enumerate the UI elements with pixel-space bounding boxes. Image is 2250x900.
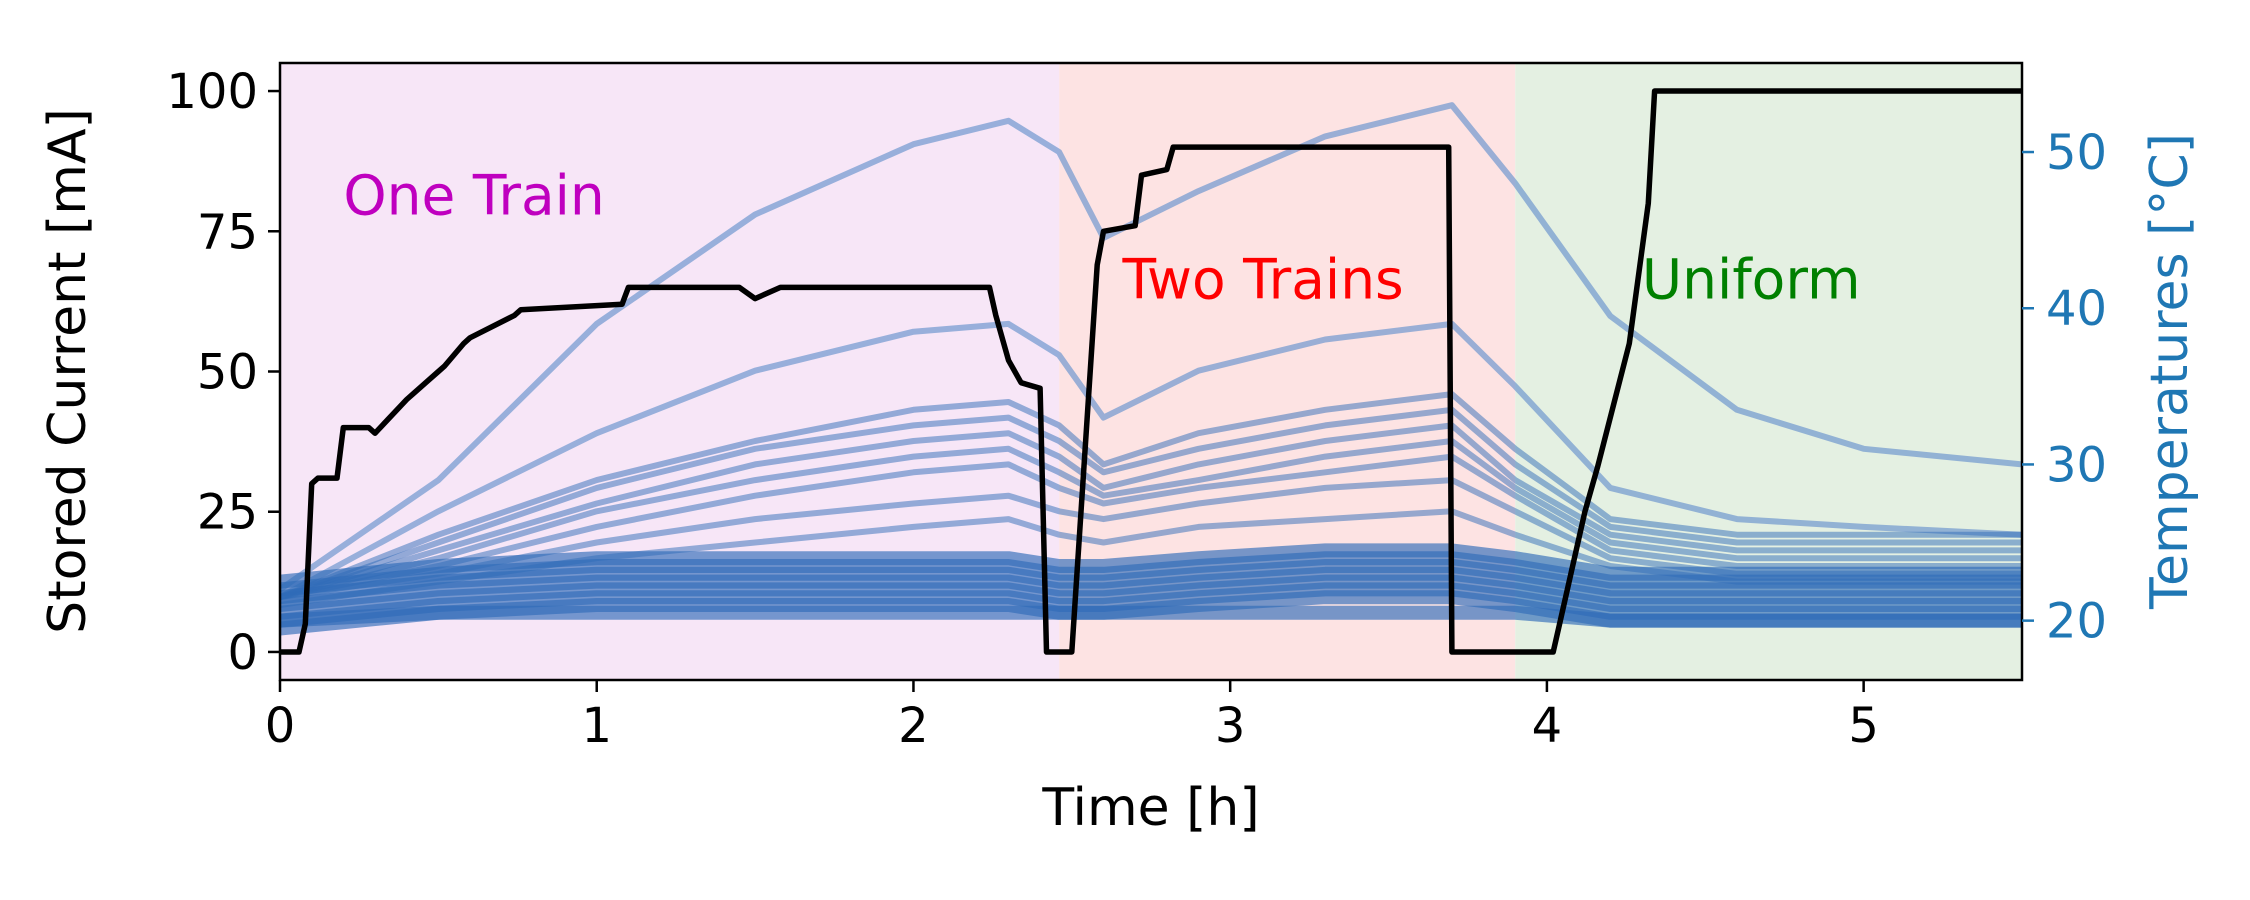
temperature-line (280, 320, 2022, 601)
temperature-line (280, 453, 2022, 601)
stored-current-series (280, 88, 2022, 655)
x-tick-label: 0 (265, 698, 296, 754)
temperature-line (280, 438, 2022, 601)
temperature-lines (280, 102, 2022, 636)
temperature-line (280, 406, 2022, 601)
temperature-line (280, 605, 2022, 628)
y-tick-label: 100 (166, 64, 258, 120)
region-label: One Train (343, 163, 604, 227)
x-tick-label: 3 (1215, 698, 1246, 754)
stored-current-line (280, 88, 2022, 655)
y2-tick-label: 30 (2046, 437, 2107, 493)
region-label: Two Trains (1121, 248, 1403, 312)
temperature-line (280, 551, 2022, 597)
y2-axis-label: Temperatures [°C] (2140, 133, 2200, 610)
y2-tick-label: 20 (2046, 594, 2107, 650)
y2-axis-ticks: 20 30 40 50 (2022, 125, 2107, 650)
temperature-line (280, 566, 2022, 612)
temperature-line (280, 543, 2022, 589)
y-tick-label: 0 (227, 625, 258, 681)
y-tick-label: 50 (197, 345, 258, 401)
y-tick-label: 25 (197, 485, 258, 541)
x-tick-label: 4 (1532, 698, 1563, 754)
temperature-line (280, 574, 2022, 620)
temperature-line (280, 422, 2022, 601)
x-tick-label: 1 (581, 698, 612, 754)
y2-tick-label: 50 (2046, 125, 2107, 181)
temperature-line (280, 559, 2022, 605)
y-tick-label: 75 (197, 204, 258, 260)
temperature-line (280, 477, 2022, 601)
temperature-line (280, 582, 2022, 628)
y2-tick-label: 40 (2046, 281, 2107, 337)
y-axis-label: Stored Current [mA] (38, 108, 98, 634)
x-tick-label: 5 (1848, 698, 1879, 754)
x-tick-label: 2 (898, 698, 929, 754)
temperature-line (280, 102, 2022, 593)
x-axis-ticks: 0 1 2 3 4 5 (265, 680, 1879, 754)
temperature-line (280, 391, 2022, 601)
region-labels: One Train Two Trains Uniform (343, 163, 1860, 311)
region-label: Uniform (1642, 248, 1861, 312)
x-axis-label: Time [h] (1041, 778, 1259, 838)
y-axis-ticks: 0 25 50 75 100 (166, 64, 280, 681)
